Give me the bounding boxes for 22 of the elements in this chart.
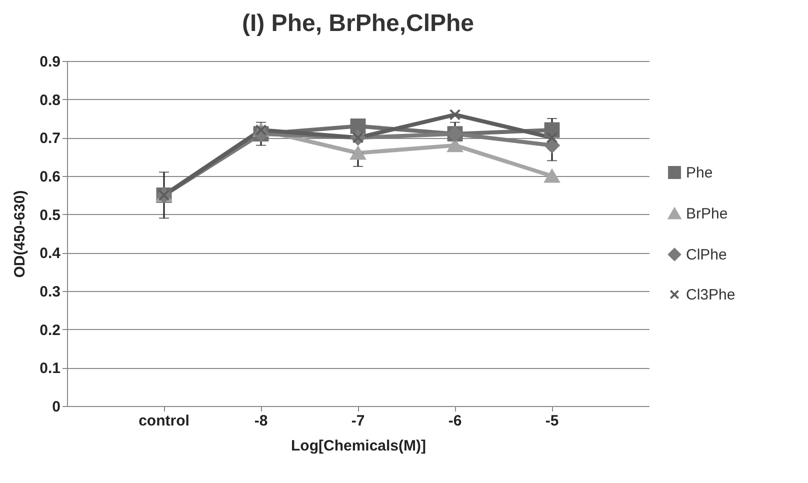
y-tick-label: 0.9 — [40, 54, 60, 70]
x-tick-label: -8 — [254, 412, 268, 430]
chart-title: (I) Phe, BrPhe,ClPhe — [242, 10, 474, 37]
x-tick-label: control — [138, 412, 190, 430]
y-tick-label: 0.4 — [40, 245, 62, 262]
legend-label: Phe — [686, 164, 713, 182]
x-tick-label: -5 — [545, 412, 559, 430]
x-axis-title: Log[Chemicals(M)] — [291, 438, 426, 454]
y-tick-label: 0 — [52, 398, 60, 416]
legend-label: Cl3Phe — [686, 286, 736, 304]
y-tick-label: 0.5 — [40, 206, 60, 224]
legend-label: BrPhe — [686, 206, 728, 222]
legend-label: ClPhe — [686, 246, 727, 264]
y-tick-label: 0.8 — [40, 92, 60, 109]
x-tick-label: -7 — [351, 412, 365, 430]
y-axis-title: OD(450-630) — [12, 190, 29, 278]
y-tick-label: 0.3 — [40, 284, 60, 300]
y-tick-label: 0.7 — [40, 130, 60, 148]
y-tick-label: 0.6 — [40, 168, 60, 186]
y-tick-label: 0.2 — [40, 322, 60, 339]
x-tick-label: -6 — [448, 412, 462, 430]
y-tick-label: 0.1 — [40, 360, 60, 378]
